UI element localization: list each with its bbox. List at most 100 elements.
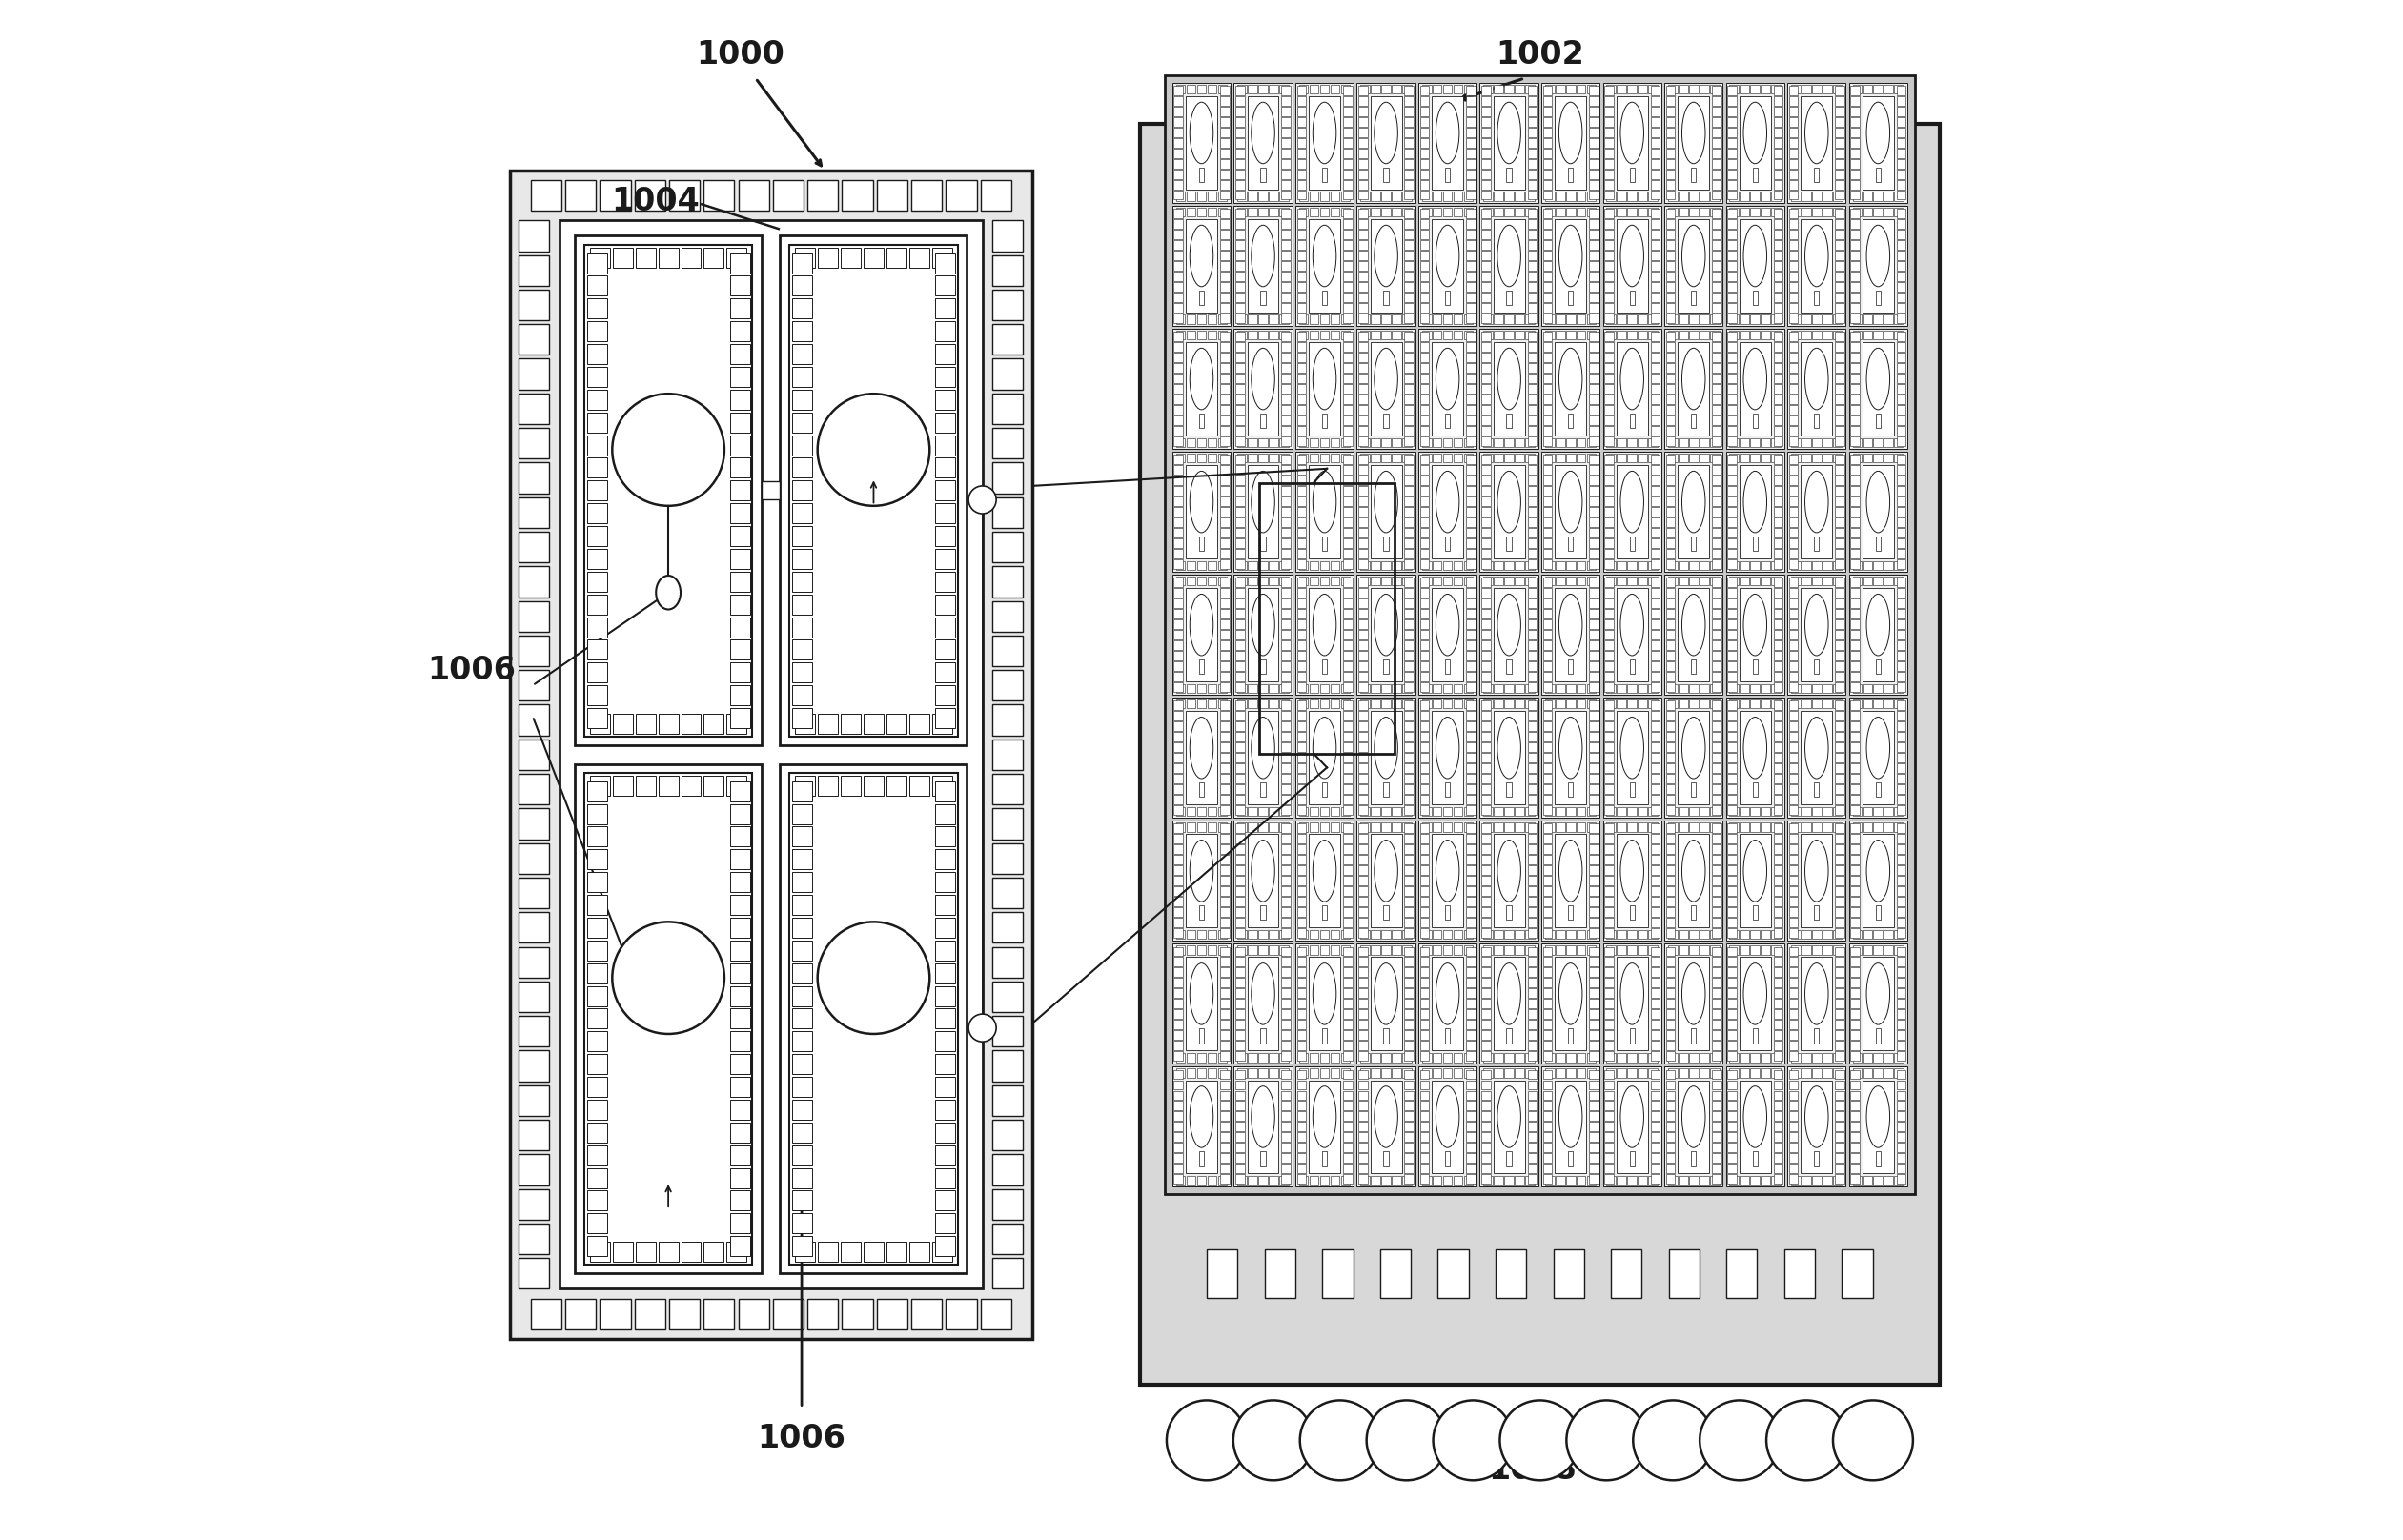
Bar <box>1423 946 1432 955</box>
Bar <box>793 1214 812 1234</box>
Bar <box>1298 795 1307 804</box>
Bar <box>1543 1175 1552 1184</box>
Bar <box>1235 978 1245 987</box>
Bar <box>1689 1069 1699 1078</box>
Bar <box>1836 128 1843 137</box>
Bar <box>1543 517 1552 527</box>
Bar <box>509 171 1033 1338</box>
Bar <box>1711 824 1721 833</box>
Bar <box>1728 578 1737 587</box>
Bar <box>1370 219 1401 313</box>
Bar <box>1384 168 1389 182</box>
Bar <box>1576 208 1586 217</box>
Bar <box>1651 191 1660 200</box>
Bar <box>1896 548 1906 557</box>
Bar <box>1480 465 1490 474</box>
Bar <box>1173 1101 1182 1110</box>
Bar <box>1528 753 1538 762</box>
Bar <box>1343 855 1353 864</box>
Bar <box>1800 1080 1831 1173</box>
Bar <box>1836 682 1843 691</box>
Bar <box>1588 742 1598 752</box>
Bar <box>1788 599 1797 608</box>
Bar <box>1358 314 1367 323</box>
Ellipse shape <box>1867 102 1889 163</box>
Bar <box>1605 191 1612 200</box>
Bar <box>1238 930 1247 939</box>
Bar <box>1466 845 1475 855</box>
Bar <box>1728 383 1737 393</box>
Bar <box>1617 930 1627 939</box>
Bar <box>1360 208 1370 217</box>
Bar <box>1836 251 1843 260</box>
Bar <box>1358 451 1415 571</box>
Bar <box>1528 610 1538 619</box>
Bar <box>1341 807 1350 816</box>
Bar <box>1730 85 1740 94</box>
Bar <box>1358 405 1367 414</box>
Bar <box>1740 699 1749 708</box>
Bar <box>1281 701 1290 710</box>
Bar <box>586 457 608 477</box>
Bar <box>1403 262 1413 271</box>
Bar <box>1492 97 1526 189</box>
Bar <box>1850 405 1860 414</box>
Bar <box>1874 168 1882 182</box>
Bar <box>793 548 812 568</box>
Bar <box>1790 946 1800 955</box>
Bar <box>1896 342 1906 351</box>
Bar <box>1773 465 1783 474</box>
Ellipse shape <box>1189 348 1214 410</box>
Bar <box>1358 578 1367 587</box>
Bar <box>1605 374 1612 383</box>
Bar <box>1343 824 1353 833</box>
Bar <box>1298 662 1307 671</box>
Ellipse shape <box>817 922 930 1033</box>
Bar <box>1528 394 1538 403</box>
Bar <box>1605 139 1612 148</box>
Bar <box>1466 835 1475 844</box>
Bar <box>1665 507 1675 516</box>
Bar <box>1372 930 1379 939</box>
Bar <box>1788 229 1797 239</box>
Bar <box>1343 876 1353 885</box>
Bar <box>1836 599 1843 608</box>
Bar <box>1576 316 1586 323</box>
Bar <box>935 367 954 387</box>
Bar <box>1221 958 1230 967</box>
Bar <box>1480 999 1490 1009</box>
Bar <box>1894 453 1903 462</box>
Bar <box>1281 1101 1290 1110</box>
Ellipse shape <box>1252 841 1274 901</box>
Ellipse shape <box>1497 102 1521 163</box>
Bar <box>1545 208 1555 217</box>
Bar <box>1403 454 1413 464</box>
Bar <box>1442 1053 1451 1063</box>
Bar <box>1341 330 1350 339</box>
Bar <box>1788 139 1797 148</box>
Bar <box>1420 967 1430 976</box>
Bar <box>1331 1069 1338 1078</box>
Bar <box>1281 507 1290 516</box>
Bar <box>1771 561 1781 570</box>
Bar <box>1665 1101 1675 1110</box>
Bar <box>1300 208 1307 217</box>
Bar <box>1423 930 1432 939</box>
Bar <box>1588 619 1598 628</box>
Bar <box>1545 822 1555 832</box>
Bar <box>1281 958 1290 967</box>
Bar <box>731 1190 750 1210</box>
Bar <box>1185 835 1218 927</box>
Bar <box>793 390 812 410</box>
Bar <box>1588 353 1598 362</box>
Bar <box>1821 208 1831 217</box>
Bar <box>1850 1112 1860 1121</box>
Bar <box>731 1055 750 1075</box>
Bar <box>1651 958 1660 967</box>
Bar <box>591 1241 610 1261</box>
Bar <box>1605 476 1612 485</box>
Bar <box>1800 465 1831 557</box>
Bar <box>1281 907 1290 916</box>
Bar <box>1259 85 1269 94</box>
Bar <box>1247 1053 1257 1063</box>
